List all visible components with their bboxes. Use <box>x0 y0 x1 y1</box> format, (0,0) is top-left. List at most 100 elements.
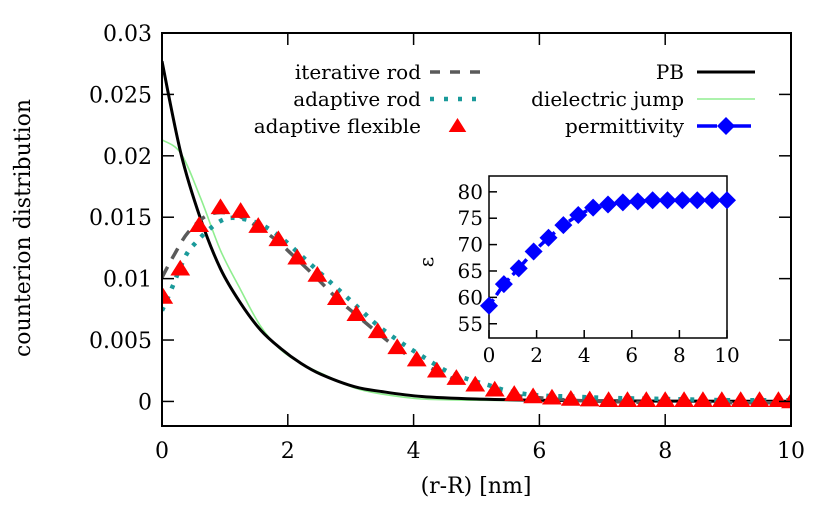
x-axis-label: (r-R) [nm] <box>421 474 532 499</box>
triangle-marker <box>326 289 347 306</box>
triangle-marker <box>504 385 525 401</box>
triangle-marker <box>162 288 174 304</box>
diamond-marker <box>524 242 543 261</box>
legend-item-PB: PB <box>656 60 755 84</box>
inset-x-tick-label: 2 <box>530 343 543 367</box>
diamond-marker <box>599 195 617 214</box>
triangle-marker <box>674 391 694 407</box>
x-tick-label: 0 <box>155 439 169 464</box>
legend-item-adaptive-rod: adaptive rod <box>293 87 485 111</box>
triangle-marker <box>484 380 505 397</box>
inset-y-axis-label: ε <box>414 257 438 267</box>
diamond-marker <box>539 228 558 247</box>
triangle-marker <box>598 391 619 407</box>
triangle-marker <box>210 198 231 215</box>
triangle-marker <box>730 391 751 407</box>
triangle-marker <box>170 259 191 276</box>
inset-x-tick-label: 10 <box>714 343 739 367</box>
diamond-marker <box>703 191 722 210</box>
diamond-marker <box>584 198 603 217</box>
diamond-marker <box>628 192 647 211</box>
diamond-marker <box>718 191 736 210</box>
inset-x-tick-label: 4 <box>578 343 591 367</box>
triangle-marker <box>693 391 713 407</box>
diamond-marker <box>688 191 707 210</box>
series-adaptive-flexible <box>162 198 791 409</box>
triangle-marker <box>768 391 789 407</box>
triangle-marker <box>636 391 657 407</box>
legend: iterative rod adaptive rod adaptive flexib… <box>254 60 755 138</box>
triangle-marker <box>579 390 600 407</box>
triangle-marker <box>523 387 544 404</box>
diamond-marker <box>494 275 513 294</box>
triangle-marker <box>307 265 328 282</box>
main-axes: 0 2 4 6 8 10 0 0.005 0.01 0.015 0.02 0.025 0.03 <box>89 22 805 464</box>
triangle-marker <box>560 389 581 406</box>
inset-y-tick-label: 65 <box>458 259 483 283</box>
x-tick-label: 2 <box>281 439 295 464</box>
triangle-marker <box>406 350 427 367</box>
inset-y-tick-label: 80 <box>458 180 483 204</box>
y-tick-label: 0.025 <box>89 83 152 108</box>
plot-frame <box>161 32 792 427</box>
diamond-marker <box>509 259 528 278</box>
legend-label: adaptive rod <box>293 87 421 111</box>
triangle-marker <box>287 248 308 265</box>
main-plot-area <box>162 60 791 409</box>
triangle-marker <box>367 322 388 339</box>
triangle-marker <box>426 361 447 378</box>
x-tick-label: 10 <box>777 439 805 464</box>
x-tick-label: 4 <box>407 439 421 464</box>
x-tick-label: 6 <box>532 439 546 464</box>
triangle-marker <box>465 375 486 392</box>
legend-label: dielectric jump <box>531 87 684 111</box>
legend-label: permittivity <box>565 114 685 138</box>
legend-label: adaptive flexible <box>254 114 421 138</box>
diamond-marker <box>480 296 498 315</box>
triangle-marker <box>446 369 467 385</box>
inset-y-tick-label: 75 <box>458 206 483 230</box>
triangle-marker <box>781 392 791 409</box>
y-tick-label: 0.005 <box>89 329 152 354</box>
y-tick-label: 0.015 <box>89 206 152 231</box>
diamond-icon <box>717 117 735 135</box>
y-tick-label: 0.02 <box>103 145 152 170</box>
triangle-marker <box>617 391 638 407</box>
y-axis-label: counterion distribution <box>11 99 36 357</box>
diamond-marker <box>554 216 573 235</box>
triangle-marker <box>268 230 289 247</box>
legend-item-permittivity: permittivity <box>565 114 755 138</box>
legend-item-iterative-rod: iterative rod <box>295 60 485 84</box>
legend-item-adaptive-flexible: adaptive flexible <box>254 114 467 138</box>
inset-y-tick-label: 55 <box>458 312 483 336</box>
triangle-marker <box>711 391 732 407</box>
inset-x-tick-label: 6 <box>625 343 638 367</box>
diamond-marker <box>569 206 588 225</box>
legend-label: iterative rod <box>295 60 421 84</box>
y-tick-label: 0 <box>138 390 152 415</box>
triangle-marker <box>749 391 770 407</box>
triangle-marker <box>189 216 210 232</box>
legend-label: PB <box>656 60 684 84</box>
diamond-marker <box>673 191 692 210</box>
y-tick-label: 0.03 <box>103 22 152 47</box>
y-tick-label: 0.01 <box>103 268 152 293</box>
triangle-marker <box>387 338 408 355</box>
triangle-icon <box>448 118 467 132</box>
inset-y-tick-label: 70 <box>458 233 483 257</box>
inset-x-tick-label: 0 <box>483 343 496 367</box>
inset-series-permittivity <box>480 191 736 315</box>
diamond-marker <box>658 191 677 210</box>
triangle-marker <box>248 217 269 233</box>
x-tick-label: 8 <box>658 439 672 464</box>
triangle-marker <box>230 202 251 218</box>
triangle-marker <box>346 305 367 321</box>
diamond-marker <box>643 191 662 210</box>
inset-x-tick-label: 8 <box>673 343 686 367</box>
inset-y-tick-label: 60 <box>458 285 483 309</box>
diamond-marker <box>613 193 632 212</box>
legend-item-dielectric-jump: dielectric jump <box>531 87 755 111</box>
